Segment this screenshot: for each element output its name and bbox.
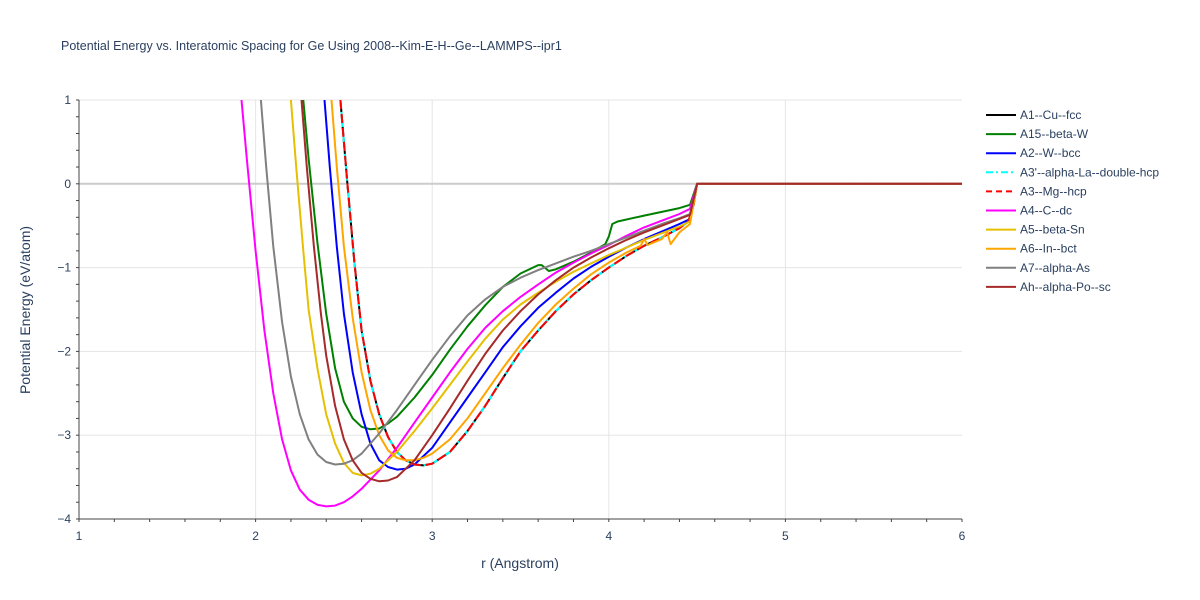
series-line-a5-beta-sn <box>289 100 962 477</box>
x-tick-labels: 1 2 3 4 5 6 <box>76 529 966 543</box>
x-tick-label: 4 <box>605 529 612 543</box>
legend-item[interactable]: A3'--alpha-La--double-hcp <box>986 165 1159 179</box>
legend-label: A1--Cu--fcc <box>1020 108 1081 122</box>
y-tick-label: 0 <box>64 177 71 191</box>
y-tick-label: −1 <box>57 261 71 275</box>
legend: A1--Cu--fcc A15--beta-W A2--W--bcc A3'--alp… <box>986 108 1159 294</box>
legend-item[interactable]: A5--beta-Sn <box>986 223 1085 237</box>
series-line-a6-in-bct <box>330 100 962 462</box>
y-tick-label: −3 <box>57 428 71 442</box>
legend-label: A6--In--bct <box>1020 242 1077 256</box>
y-tick-label: −2 <box>57 344 71 358</box>
legend-item[interactable]: A3--Mg--hcp <box>986 184 1087 198</box>
legend-label: A7--alpha-As <box>1020 261 1090 275</box>
legend-label: A2--W--bcc <box>1020 146 1080 160</box>
legend-item[interactable]: A4--C--dc <box>986 204 1072 218</box>
legend-label: A15--beta-W <box>1020 127 1089 141</box>
legend-label: A5--beta-Sn <box>1020 223 1085 237</box>
legend-item[interactable]: A1--Cu--fcc <box>986 108 1081 122</box>
legend-label: A4--C--dc <box>1020 204 1072 218</box>
legend-label: Ah--alpha-Po--sc <box>1020 280 1111 294</box>
legend-item[interactable]: Ah--alpha-Po--sc <box>986 280 1111 294</box>
x-tick-label: 1 <box>76 529 83 543</box>
chart-title: Potential Energy vs. Interatomic Spacing… <box>61 39 562 53</box>
y-tick-labels: 1 0 −1 −2 −3 −4 <box>57 93 71 526</box>
series-line-a2-w-bcc <box>323 100 962 471</box>
legend-item[interactable]: A2--W--bcc <box>986 146 1080 160</box>
x-tick-label: 3 <box>429 529 436 543</box>
y-tick-label: −4 <box>57 512 71 526</box>
x-tick-label: 6 <box>959 529 966 543</box>
x-axis-title: r (Angstrom) <box>481 555 559 571</box>
legend-label: A3'--alpha-La--double-hcp <box>1020 165 1159 179</box>
series-line-a4-c-dc <box>240 100 962 508</box>
legend-item[interactable]: A7--alpha-As <box>986 261 1090 275</box>
axes <box>76 99 963 522</box>
series-line-ah-alpha-po-sc <box>300 100 962 483</box>
series-lines <box>240 100 962 508</box>
x-tick-label: 5 <box>782 529 789 543</box>
x-tick-label: 2 <box>252 529 259 543</box>
legend-item[interactable]: A15--beta-W <box>986 127 1089 141</box>
legend-label: A3--Mg--hcp <box>1020 184 1087 198</box>
series-line-a7-alpha-as <box>259 100 962 466</box>
legend-item[interactable]: A6--In--bct <box>986 242 1077 256</box>
y-tick-label: 1 <box>64 93 71 107</box>
plot-area <box>240 100 962 508</box>
y-axis-title: Potential Energy (eV/atom) <box>17 226 33 394</box>
series-line-a3-mg-hcp <box>339 100 962 467</box>
